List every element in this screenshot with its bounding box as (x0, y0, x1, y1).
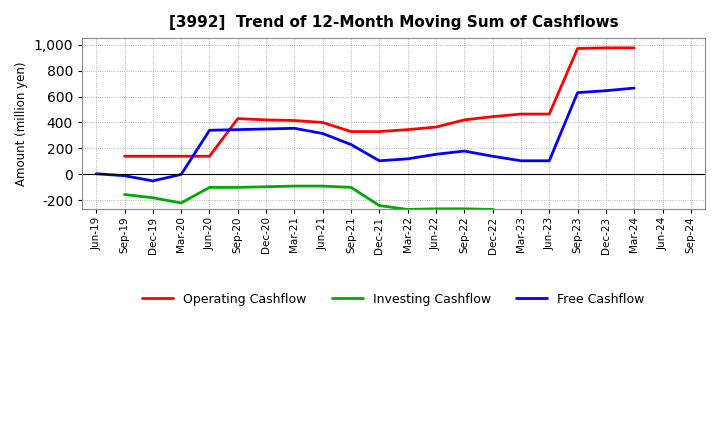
Free Cashflow (602, 88, 611, 93)
Operating Cashflow (573, 46, 582, 51)
Investing Cashflow (460, 206, 469, 212)
Investing Cashflow (545, 218, 554, 223)
Free Cashflow (630, 85, 639, 91)
Free Cashflow (120, 173, 129, 178)
Investing Cashflow (233, 185, 242, 190)
Free Cashflow (205, 128, 214, 133)
Investing Cashflow (318, 183, 327, 189)
Investing Cashflow (488, 207, 497, 212)
Operating Cashflow (148, 154, 157, 159)
Operating Cashflow (517, 111, 526, 117)
Operating Cashflow (432, 125, 441, 130)
Operating Cashflow (290, 118, 299, 123)
Operating Cashflow (318, 120, 327, 125)
Free Cashflow (262, 126, 271, 132)
Line: Operating Cashflow: Operating Cashflow (125, 48, 634, 156)
Operating Cashflow (630, 45, 639, 51)
Legend: Operating Cashflow, Investing Cashflow, Free Cashflow: Operating Cashflow, Investing Cashflow, … (138, 288, 650, 311)
Free Cashflow (177, 172, 186, 177)
Operating Cashflow (488, 114, 497, 119)
Investing Cashflow (432, 206, 441, 212)
Free Cashflow (92, 171, 101, 176)
Investing Cashflow (290, 183, 299, 189)
Y-axis label: Amount (million yen): Amount (million yen) (15, 62, 28, 186)
Free Cashflow (517, 158, 526, 163)
Free Cashflow (290, 126, 299, 131)
Operating Cashflow (205, 154, 214, 159)
Operating Cashflow (545, 111, 554, 117)
Free Cashflow (460, 148, 469, 154)
Investing Cashflow (375, 203, 384, 208)
Operating Cashflow (120, 154, 129, 159)
Line: Free Cashflow: Free Cashflow (96, 88, 634, 181)
Operating Cashflow (347, 129, 356, 134)
Operating Cashflow (602, 45, 611, 51)
Line: Investing Cashflow: Investing Cashflow (125, 186, 634, 220)
Free Cashflow (148, 178, 157, 183)
Operating Cashflow (460, 117, 469, 122)
Operating Cashflow (177, 154, 186, 159)
Investing Cashflow (148, 195, 157, 200)
Investing Cashflow (573, 213, 582, 218)
Investing Cashflow (403, 207, 412, 212)
Free Cashflow (573, 90, 582, 95)
Free Cashflow (488, 154, 497, 159)
Investing Cashflow (177, 200, 186, 205)
Operating Cashflow (233, 116, 242, 121)
Investing Cashflow (602, 212, 611, 217)
Investing Cashflow (630, 208, 639, 213)
Free Cashflow (375, 158, 384, 163)
Investing Cashflow (517, 218, 526, 223)
Free Cashflow (432, 152, 441, 157)
Investing Cashflow (262, 184, 271, 189)
Free Cashflow (318, 131, 327, 136)
Investing Cashflow (347, 185, 356, 190)
Free Cashflow (347, 142, 356, 147)
Operating Cashflow (262, 117, 271, 122)
Free Cashflow (403, 156, 412, 161)
Investing Cashflow (120, 192, 129, 197)
Title: [3992]  Trend of 12-Month Moving Sum of Cashflows: [3992] Trend of 12-Month Moving Sum of C… (168, 15, 618, 30)
Investing Cashflow (205, 185, 214, 190)
Free Cashflow (233, 127, 242, 132)
Operating Cashflow (375, 129, 384, 134)
Operating Cashflow (403, 127, 412, 132)
Free Cashflow (545, 158, 554, 163)
